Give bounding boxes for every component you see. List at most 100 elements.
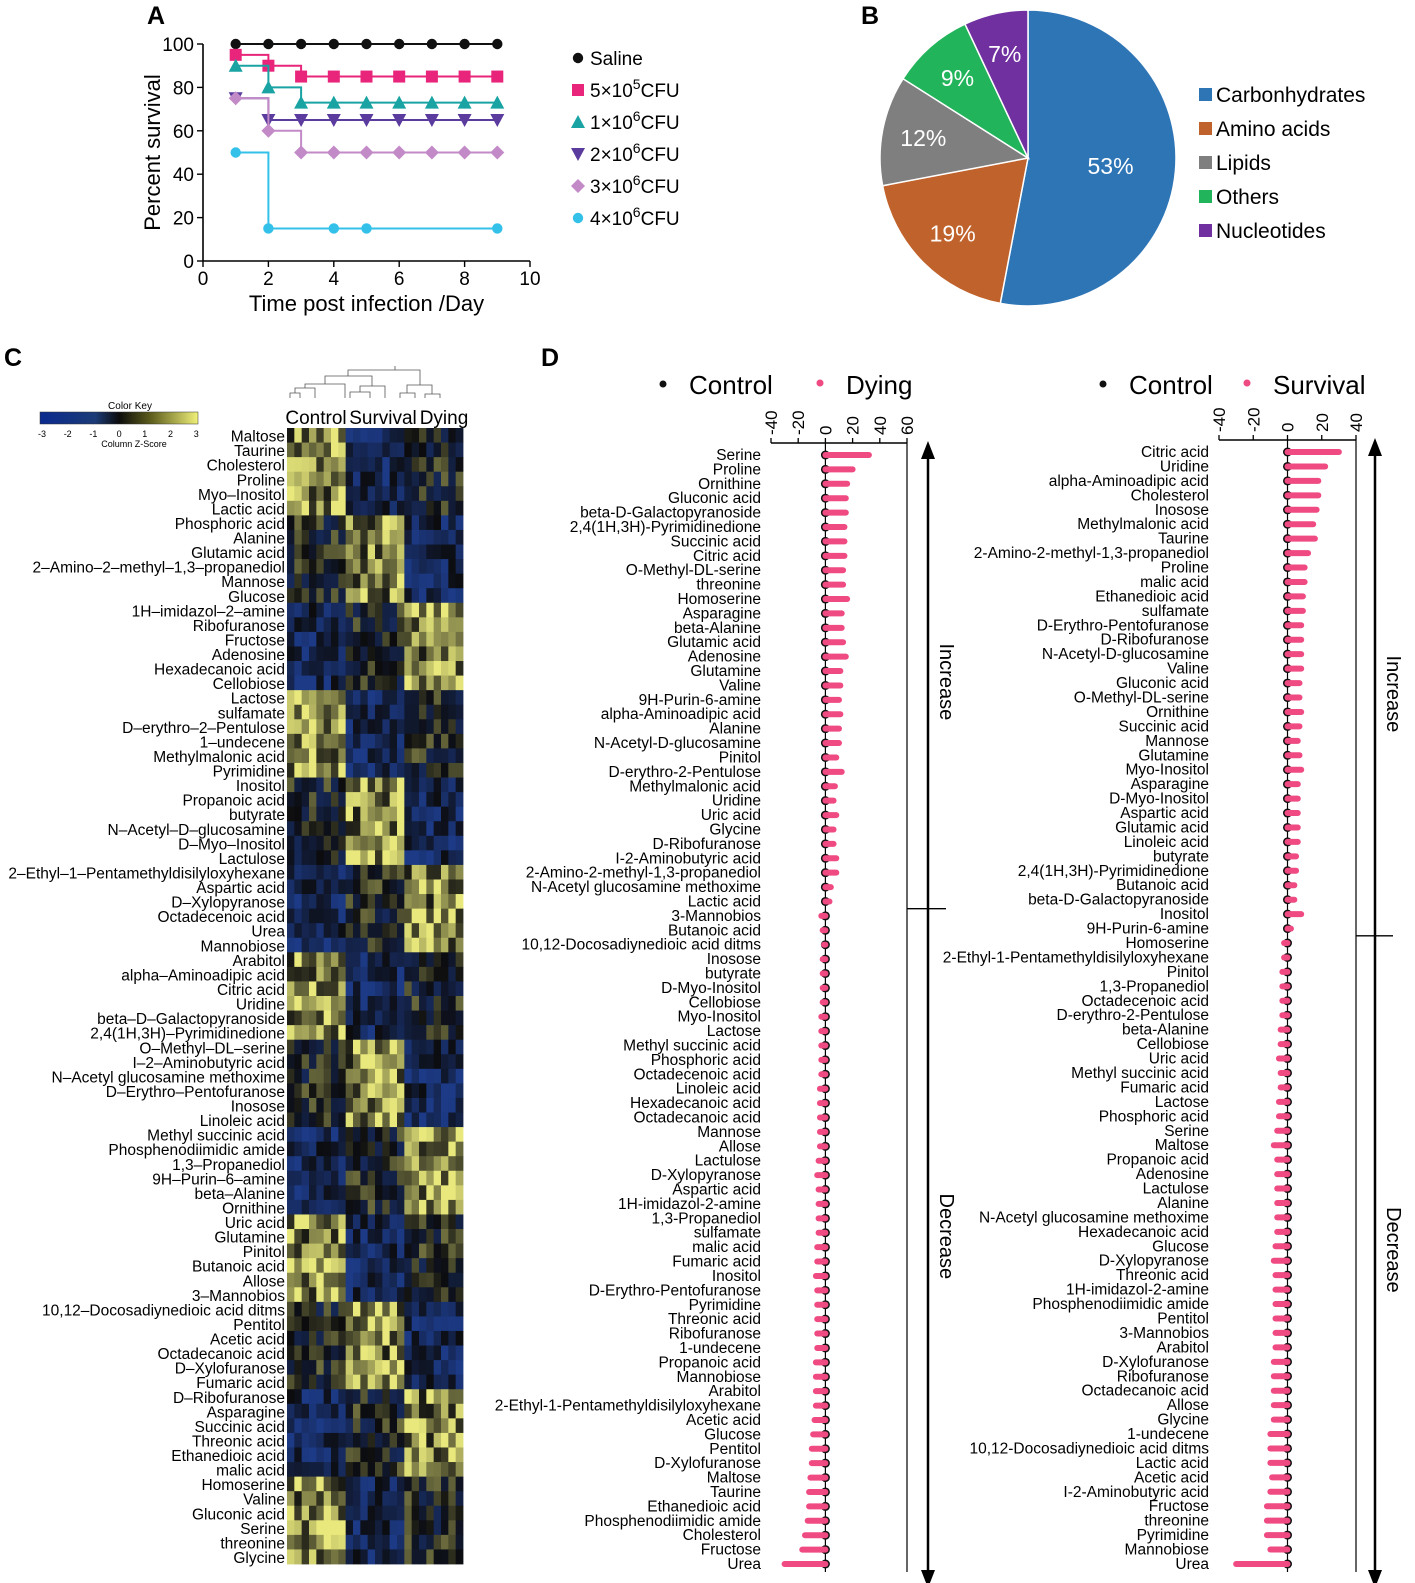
heatmap-cell [397, 996, 405, 1011]
heatmap-cell [301, 1229, 310, 1244]
heatmap-cell [367, 704, 376, 720]
heatmap-cell [309, 1214, 317, 1230]
heatmap-cell [287, 733, 295, 749]
heatmap-cell [397, 486, 405, 502]
heatmap-cell [382, 1025, 391, 1041]
heatmap-cell [389, 1243, 398, 1259]
heatmap-cell [323, 1491, 332, 1507]
heatmap-cell [309, 588, 317, 604]
heatmap-cell [338, 1272, 347, 1288]
heatmap-cell [389, 1127, 398, 1143]
heatmap-cell [287, 559, 295, 575]
heatmap-cell [367, 864, 376, 880]
heatmap-cell [419, 1345, 427, 1361]
heatmap-cell [411, 821, 420, 837]
heatmap-cell [287, 1403, 295, 1419]
survival-point [229, 48, 242, 61]
heatmap-cell [441, 908, 449, 924]
legend-label: 3×106CFU [590, 172, 680, 198]
heatmap-cell [309, 1199, 317, 1215]
heatmap-cell [301, 631, 310, 647]
heatmap-cell [301, 821, 310, 837]
heatmap-cell [448, 821, 457, 837]
heatmap-cell [411, 1010, 420, 1026]
heatmap-cell [323, 1549, 332, 1565]
heatmap-cell [389, 1258, 398, 1274]
heatmap-cell [419, 864, 427, 880]
heatmap-cell [316, 733, 325, 749]
heatmap-cell [287, 675, 295, 691]
heatmap-cell [448, 1199, 457, 1215]
heatmap-cell [433, 719, 442, 735]
heatmap-cell [316, 1374, 325, 1390]
heatmap-cell [455, 646, 464, 662]
heatmap-cell [426, 661, 435, 676]
heatmap-cell [375, 617, 383, 633]
heatmap-cell [345, 573, 354, 589]
metabolite-label: Phosphoric acid [651, 1052, 761, 1069]
heatmap-cell [441, 792, 449, 808]
heatmap-cell [411, 1418, 420, 1434]
heatmap-cell [287, 1520, 295, 1536]
x-tick-label: -40 [762, 410, 781, 435]
heatmap-cell [441, 1360, 449, 1376]
legend-marker [1099, 380, 1107, 388]
metabolite-label: Allose [719, 1138, 761, 1155]
heatmap-cell [360, 442, 369, 458]
legend-label: Others [1216, 186, 1279, 209]
heatmap-cell [287, 1301, 295, 1317]
heatmap-cell [345, 894, 354, 910]
heatmap-cell [419, 486, 427, 502]
heatmap-cell [338, 471, 347, 487]
heatmap-row-label: 1,3–Propanediol [172, 1157, 285, 1174]
heatmap-cell [301, 515, 310, 531]
heatmap-cell [433, 1258, 442, 1274]
heatmap-cell [455, 631, 464, 647]
heatmap-cell [345, 1389, 354, 1405]
heatmap-cell [397, 1156, 405, 1172]
heatmap-cell [411, 1199, 420, 1215]
heatmap-cell [309, 617, 317, 633]
heatmap-cell [367, 529, 376, 545]
heatmap-cell [375, 1025, 383, 1041]
heatmap-cell [382, 1491, 391, 1507]
heatmap-cell [367, 602, 376, 618]
heatmap-cell [448, 559, 457, 575]
heatmap-cell [338, 1374, 347, 1390]
heatmap-cell [404, 733, 413, 749]
heatmap-cell [331, 1068, 339, 1084]
heatmap-cell [441, 690, 449, 706]
heatmap-cell [433, 879, 442, 895]
heatmap-cell [360, 675, 369, 691]
heatmap-cell [294, 923, 303, 939]
heatmap-cell [316, 864, 325, 880]
heatmap-cell [287, 821, 295, 837]
heatmap-cell [433, 1505, 442, 1521]
heatmap-cell [345, 1374, 354, 1390]
heatmap-cell [382, 1330, 391, 1346]
heatmap-cell [419, 1141, 427, 1157]
heatmap-cell [426, 515, 435, 531]
metabolite-label: 2-Ethyl-1-Pentamethyldisilyloxyhexane [495, 1398, 761, 1415]
heatmap-cell [309, 835, 317, 851]
heatmap-cell [389, 1505, 398, 1521]
heatmap-cell [345, 806, 354, 822]
heatmap-cell [375, 1214, 383, 1230]
heatmap-cell [323, 704, 332, 720]
heatmap-cell [301, 1301, 310, 1317]
heatmap-cell [316, 981, 325, 997]
heatmap-cell [397, 631, 405, 647]
heatmap-cell [345, 952, 354, 968]
heatmap-cell [455, 879, 464, 895]
heatmap-cell [331, 1112, 339, 1128]
heatmap-cell [441, 428, 449, 443]
heatmap-cell [441, 457, 449, 473]
heatmap-row-label: Phosphoric acid [175, 516, 285, 533]
heatmap-cell [287, 923, 295, 939]
heatmap-cell [309, 457, 317, 473]
heatmap-cell [331, 1330, 339, 1346]
heatmap-cell [441, 748, 449, 764]
heatmap-cell [441, 515, 449, 531]
heatmap-cell [301, 588, 310, 604]
